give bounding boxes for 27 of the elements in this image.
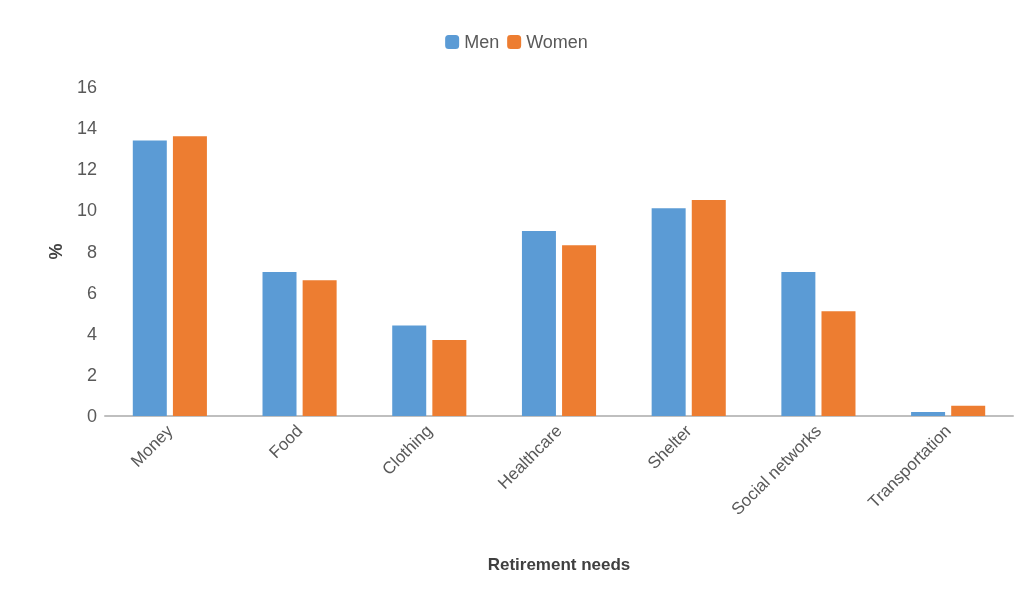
bar xyxy=(521,230,556,416)
bar xyxy=(691,200,726,416)
bar xyxy=(951,405,986,416)
y-tick-label: 6 xyxy=(86,282,97,303)
bar xyxy=(392,325,427,416)
y-tick-label: 0 xyxy=(86,406,97,426)
y-tick-label: 16 xyxy=(76,77,97,97)
bar xyxy=(302,280,337,416)
bar xyxy=(262,272,297,416)
y-tick-label: 4 xyxy=(86,323,97,344)
y-tick-label: 10 xyxy=(76,200,97,221)
legend-label: Women xyxy=(526,32,588,52)
legend-label: Men xyxy=(464,32,500,52)
y-tick-label: 8 xyxy=(86,241,97,262)
bar xyxy=(651,208,686,416)
bar xyxy=(432,339,467,416)
y-tick-label: 12 xyxy=(76,159,97,180)
x-axis-title: Retirement needs xyxy=(487,555,631,574)
y-axis-title: % xyxy=(46,243,66,260)
bar xyxy=(132,140,167,416)
bar xyxy=(562,245,597,416)
bar xyxy=(781,272,816,416)
y-tick-label: 2 xyxy=(86,364,97,385)
y-tick-label: 14 xyxy=(76,118,97,139)
bar xyxy=(911,411,946,416)
bar xyxy=(172,136,207,416)
bar xyxy=(821,311,856,416)
